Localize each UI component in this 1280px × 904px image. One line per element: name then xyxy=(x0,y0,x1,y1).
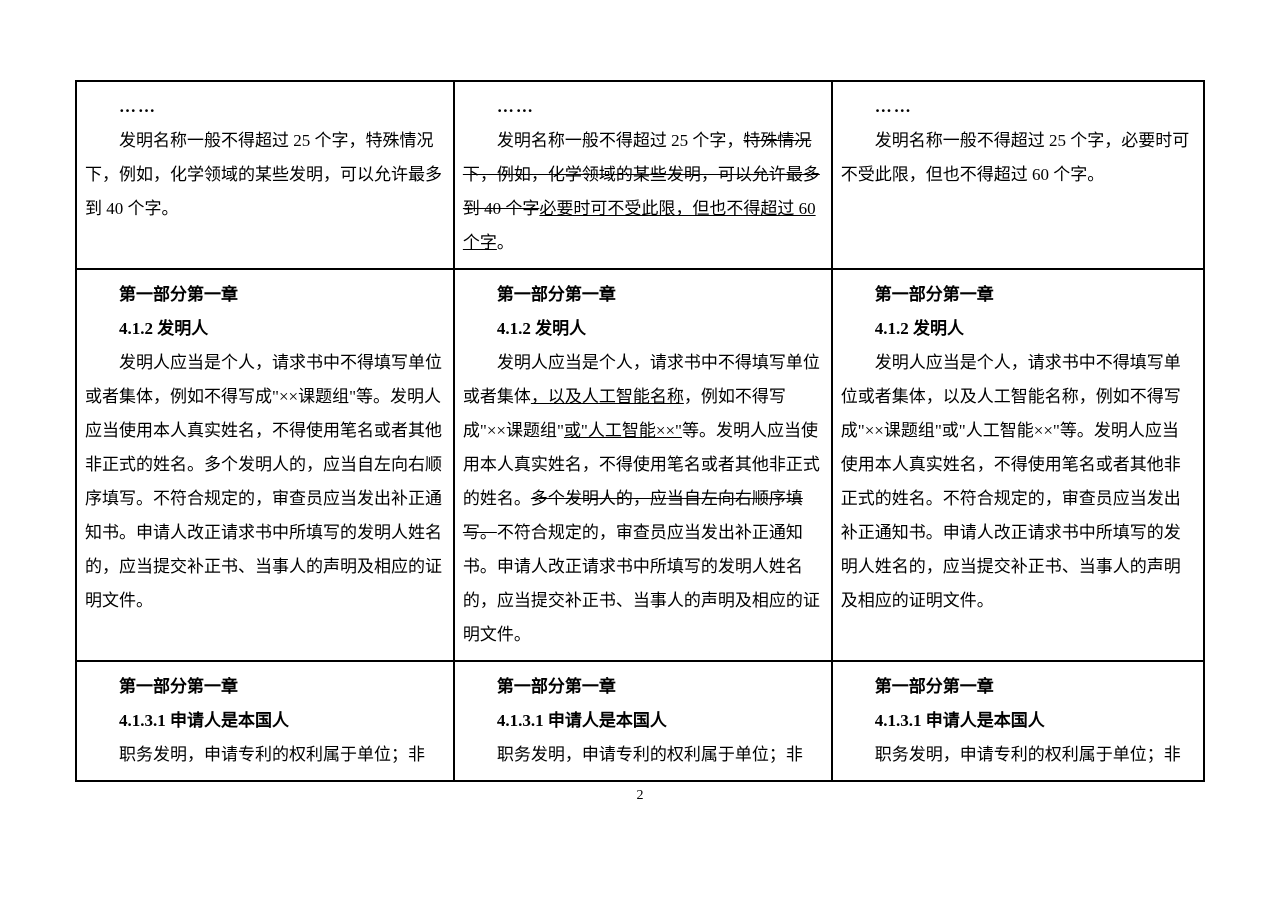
text-segment: 第一部分第一章 xyxy=(875,285,994,304)
paragraph: …… xyxy=(841,90,1195,124)
table-cell: …… 发明名称一般不得超过 25 个字，特殊情况下，例如，化学领域的某些发明，可以… xyxy=(454,81,832,269)
table-cell: 第一部分第一章 4.1.2 发明人发明人应当是个人，请求书中不得填写单位或者集体，… xyxy=(454,269,832,661)
text-segment: ，以及人工智能名称 xyxy=(531,387,684,406)
paragraph: 第一部分第一章 xyxy=(85,278,445,312)
text-segment: 4.1.2 发明人 xyxy=(875,319,964,338)
comparison-table: …… 发明名称一般不得超过 25 个字，特殊情况下，例如，化学领域的某些发明，可以… xyxy=(75,80,1205,782)
text-segment: 职务发明，申请专利的权利属于单位；非 xyxy=(497,745,803,764)
paragraph: 第一部分第一章 xyxy=(841,670,1195,704)
table-row: 第一部分第一章 4.1.2 发明人发明人应当是个人，请求书中不得填写单位或者集体，… xyxy=(76,269,1204,661)
text-segment: 发明名称一般不得超过 25 个字，必要时可不受此限，但也不得超过 60 个字。 xyxy=(841,131,1190,184)
text-segment: 职务发明，申请专利的权利属于单位；非 xyxy=(119,745,425,764)
text-segment: 发明名称一般不得超过 25 个字，特殊情况下，例如，化学领域的某些发明，可以允许… xyxy=(85,131,442,218)
text-segment: 4.1.3.1 申请人是本国人 xyxy=(497,711,667,730)
paragraph: 第一部分第一章 xyxy=(841,278,1195,312)
paragraph: 发明人应当是个人，请求书中不得填写单位或者集体，以及人工智能名称，例如不得写成"… xyxy=(841,346,1195,618)
table-cell: …… 发明名称一般不得超过 25 个字，必要时可不受此限，但也不得超过 60 个字… xyxy=(832,81,1204,269)
text-segment: 。 xyxy=(497,233,514,252)
paragraph: 4.1.2 发明人 xyxy=(85,312,445,346)
text-segment: …… xyxy=(497,97,535,116)
paragraph: 发明人应当是个人，请求书中不得填写单位或者集体，例如不得写成"××课题组"等。发… xyxy=(85,346,445,618)
paragraph: 职务发明，申请专利的权利属于单位；非 xyxy=(463,738,823,772)
text-segment: …… xyxy=(119,97,157,116)
paragraph: 4.1.3.1 申请人是本国人 xyxy=(841,704,1195,738)
text-segment: 发明人应当是个人，请求书中不得填写单位或者集体，例如不得写成"××课题组"等。发… xyxy=(85,353,442,610)
paragraph: 4.1.2 发明人 xyxy=(463,312,823,346)
paragraph: 发明名称一般不得超过 25 个字，特殊情况下，例如，化学领域的某些发明，可以允许… xyxy=(85,124,445,226)
table-cell: 第一部分第一章 4.1.2 发明人发明人应当是个人，请求书中不得填写单位或者集体，… xyxy=(832,269,1204,661)
table-cell: …… 发明名称一般不得超过 25 个字，特殊情况下，例如，化学领域的某些发明，可以… xyxy=(76,81,454,269)
paragraph: 4.1.3.1 申请人是本国人 xyxy=(85,704,445,738)
text-segment: 第一部分第一章 xyxy=(497,677,616,696)
text-segment: 4.1.2 发明人 xyxy=(497,319,586,338)
page-number: 2 xyxy=(75,788,1205,804)
table-row: 第一部分第一章 4.1.3.1 申请人是本国人职务发明，申请专利的权利属于单位；非… xyxy=(76,661,1204,781)
text-segment: 4.1.2 发明人 xyxy=(119,319,208,338)
paragraph: 第一部分第一章 xyxy=(85,670,445,704)
text-segment: 或"人工智能××" xyxy=(564,421,682,440)
text-segment: 第一部分第一章 xyxy=(119,285,238,304)
table-cell: 第一部分第一章 4.1.3.1 申请人是本国人职务发明，申请专利的权利属于单位；非 xyxy=(454,661,832,781)
table-cell: 第一部分第一章 4.1.3.1 申请人是本国人职务发明，申请专利的权利属于单位；非 xyxy=(76,661,454,781)
paragraph: 第一部分第一章 xyxy=(463,670,823,704)
text-segment: 4.1.3.1 申请人是本国人 xyxy=(119,711,289,730)
paragraph: …… xyxy=(85,90,445,124)
paragraph: 发明名称一般不得超过 25 个字，必要时可不受此限，但也不得超过 60 个字。 xyxy=(841,124,1195,192)
paragraph: 职务发明，申请专利的权利属于单位；非 xyxy=(841,738,1195,772)
paragraph: 第一部分第一章 xyxy=(463,278,823,312)
text-segment: …… xyxy=(875,97,913,116)
text-segment: 第一部分第一章 xyxy=(497,285,616,304)
paragraph: 职务发明，申请专利的权利属于单位；非 xyxy=(85,738,445,772)
paragraph: 发明名称一般不得超过 25 个字，特殊情况下，例如，化学领域的某些发明，可以允许… xyxy=(463,124,823,260)
paragraph: …… xyxy=(463,90,823,124)
text-segment: 4.1.3.1 申请人是本国人 xyxy=(875,711,1045,730)
text-segment: 第一部分第一章 xyxy=(119,677,238,696)
paragraph: 4.1.3.1 申请人是本国人 xyxy=(463,704,823,738)
text-segment: 发明人应当是个人，请求书中不得填写单位或者集体，以及人工智能名称，例如不得写成"… xyxy=(841,353,1181,610)
paragraph: 发明人应当是个人，请求书中不得填写单位或者集体，以及人工智能名称，例如不得写成"… xyxy=(463,346,823,652)
paragraph: 4.1.2 发明人 xyxy=(841,312,1195,346)
text-segment: 发明名称一般不得超过 25 个字， xyxy=(497,131,744,150)
table-row: …… 发明名称一般不得超过 25 个字，特殊情况下，例如，化学领域的某些发明，可以… xyxy=(76,81,1204,269)
text-segment: 不符合规定的，审查员应当发出补正通知书。申请人改正请求书中所填写的发明人姓名的，… xyxy=(463,523,820,644)
text-segment: 职务发明，申请专利的权利属于单位；非 xyxy=(875,745,1181,764)
text-segment: 第一部分第一章 xyxy=(875,677,994,696)
table-cell: 第一部分第一章 4.1.3.1 申请人是本国人职务发明，申请专利的权利属于单位；非 xyxy=(832,661,1204,781)
table-cell: 第一部分第一章 4.1.2 发明人发明人应当是个人，请求书中不得填写单位或者集体，… xyxy=(76,269,454,661)
table-body: …… 发明名称一般不得超过 25 个字，特殊情况下，例如，化学领域的某些发明，可以… xyxy=(76,81,1204,781)
